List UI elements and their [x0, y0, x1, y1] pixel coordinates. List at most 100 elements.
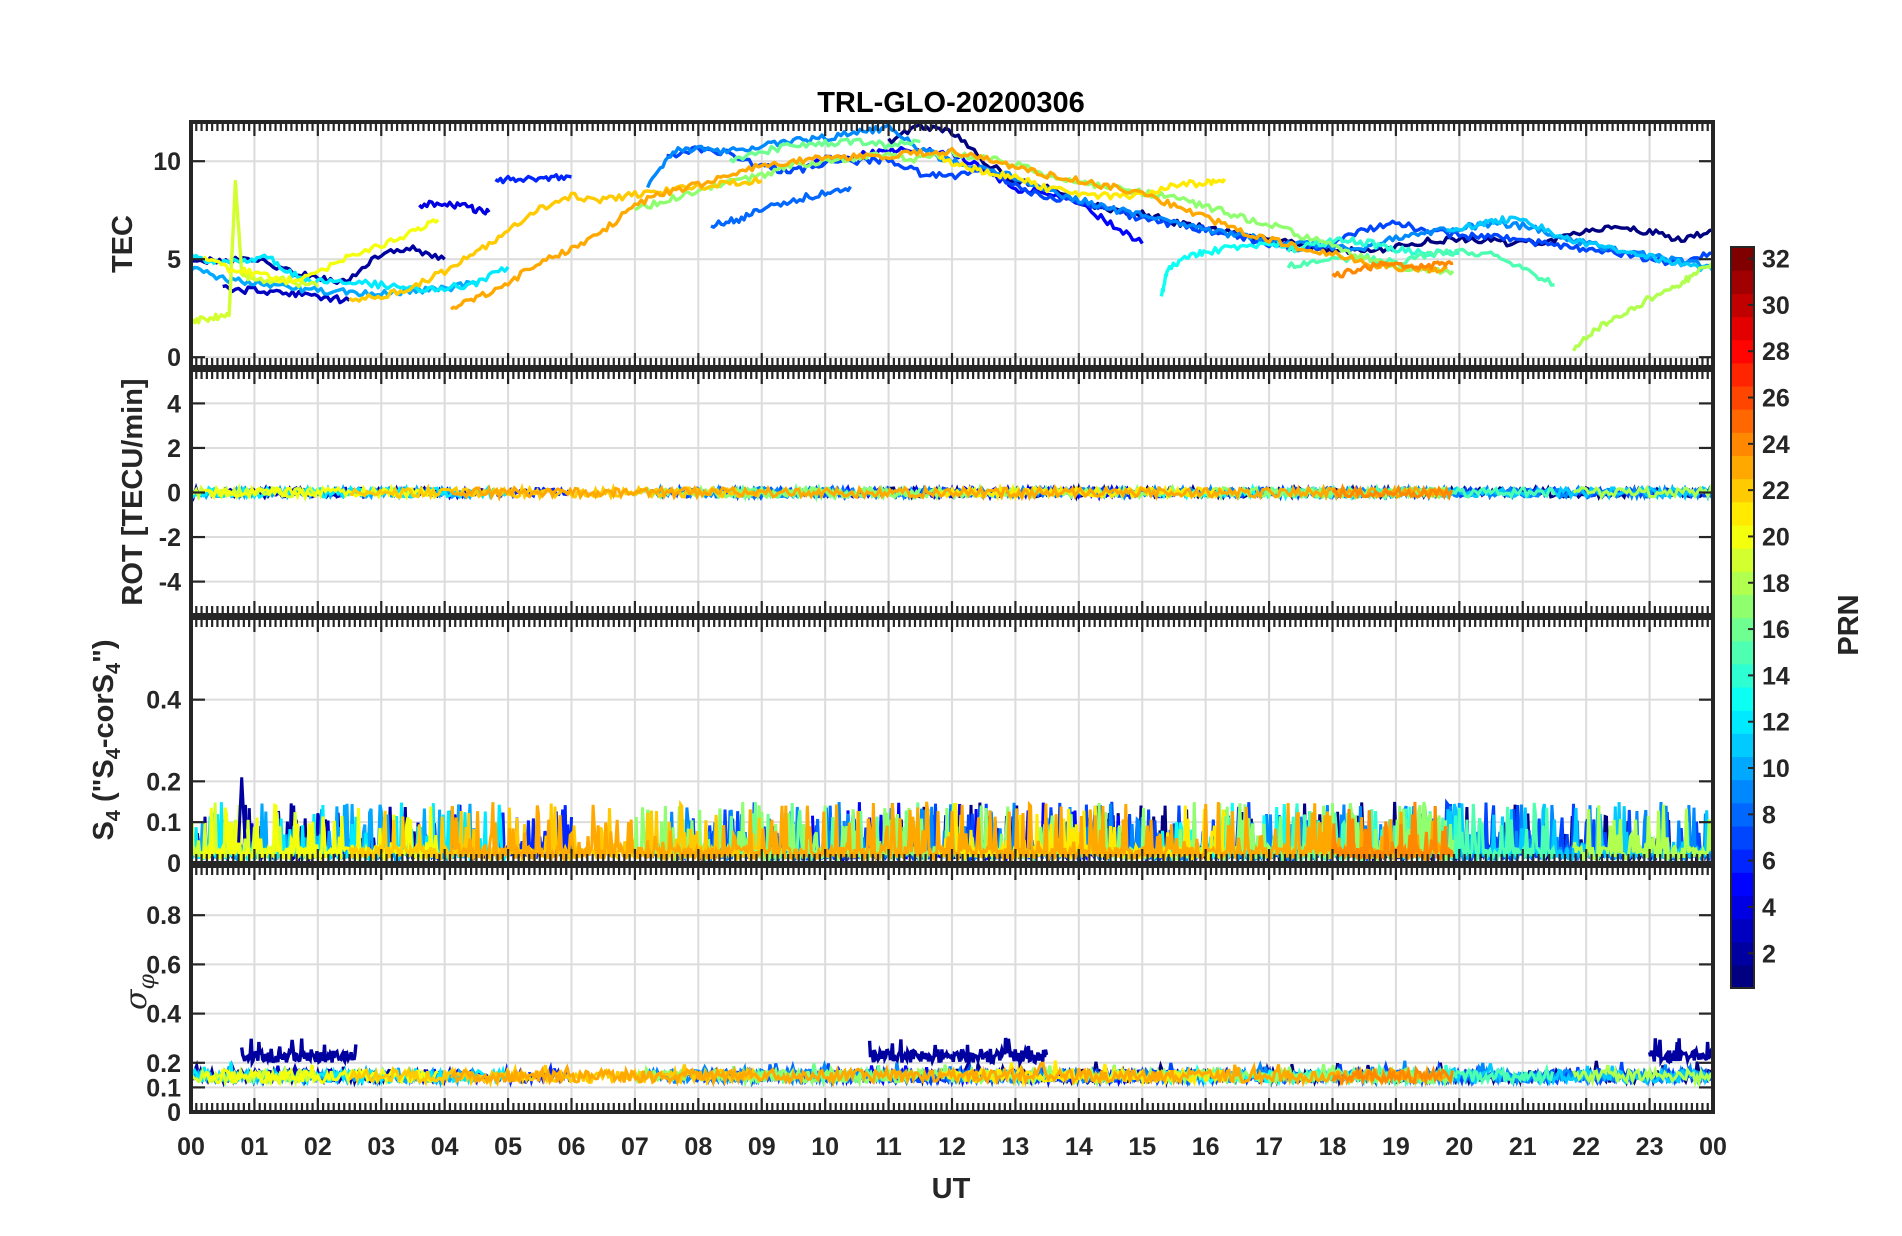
- y-axis-label-rot: ROT [TECU/min]: [117, 378, 149, 605]
- x-tick-label: 04: [431, 1133, 459, 1161]
- x-tick-label: 14: [1065, 1133, 1093, 1161]
- y-tick-label: 4: [167, 390, 181, 418]
- colorbar-swatch: [1731, 501, 1754, 526]
- colorbar-label: PRN: [1833, 594, 1865, 655]
- colorbar-swatch: [1731, 756, 1754, 781]
- colorbar-swatch: [1731, 362, 1754, 387]
- colorbar-swatch: [1731, 918, 1754, 943]
- x-tick-label: 01: [241, 1133, 269, 1161]
- colorbar-swatch: [1731, 293, 1754, 318]
- colorbar-swatch: [1731, 964, 1754, 989]
- y-axis-label-s4: S4 ("S4-corS4"): [88, 639, 125, 840]
- colorbar-swatch: [1731, 385, 1754, 410]
- x-tick-label: 16: [1192, 1133, 1220, 1161]
- x-tick-label: 23: [1636, 1133, 1664, 1161]
- colorbar-tick-label: 10: [1762, 755, 1790, 783]
- colorbar-frame: [1730, 246, 1755, 989]
- x-tick-label: 07: [621, 1133, 649, 1161]
- x-tick-label: 06: [558, 1133, 586, 1161]
- tec-series-prn-24: [1331, 260, 1454, 279]
- y-tick-label: 10: [153, 148, 181, 176]
- tec-series-prn-19: [191, 179, 320, 325]
- colorbar-swatch: [1731, 872, 1754, 896]
- colorbar-swatch: [1731, 779, 1754, 804]
- colorbar-swatch: [1731, 733, 1754, 758]
- sigma-phi-series-prn-24: [1331, 1064, 1454, 1088]
- tec-series-prn-23: [449, 146, 1448, 311]
- colorbar-swatch: [1731, 802, 1754, 827]
- tec-series-prn-6: [494, 173, 572, 185]
- sigma-phi-series-prn-19: [191, 1066, 319, 1088]
- y-tick-label: 0: [167, 850, 181, 878]
- rot-series-prn-23: [449, 483, 1446, 502]
- colorbar-tick-label: 26: [1762, 385, 1790, 413]
- tec-series-prn-20: [202, 218, 440, 285]
- sigma-phi-elevated-prn-2: [1647, 1038, 1713, 1068]
- y-tick-label: 0.2: [146, 1050, 181, 1078]
- x-tick-label: 18: [1319, 1133, 1347, 1161]
- y-tick-label: 0.2: [146, 768, 181, 796]
- colorbar-tick-label: 6: [1762, 848, 1776, 876]
- colorbar-swatch: [1731, 524, 1754, 549]
- colorbar-swatch: [1731, 710, 1754, 734]
- colorbar-tick-label: 22: [1762, 477, 1790, 505]
- tec-series-prn-5: [811, 145, 1144, 245]
- colorbar-tick-label: 28: [1762, 338, 1790, 366]
- tec-series-prn-18: [1571, 261, 1713, 352]
- colorbar-swatch: [1731, 339, 1754, 364]
- colorbar-tick-label: 18: [1762, 570, 1790, 598]
- colorbar-swatch: [1731, 455, 1754, 480]
- colorbar-tick-label: 16: [1762, 616, 1790, 644]
- colorbar-tick-label: 32: [1762, 246, 1790, 274]
- x-axis-label: UT: [932, 1173, 971, 1205]
- sigma-phi-elevated-prn-2: [867, 1037, 1049, 1070]
- tec-series-prn-16: [728, 137, 921, 164]
- colorbar-swatch: [1731, 548, 1754, 572]
- colorbar-tick-label: 12: [1762, 709, 1790, 737]
- x-tick-label: 19: [1382, 1133, 1410, 1161]
- x-tick-label: 10: [811, 1133, 839, 1161]
- colorbar-swatch: [1731, 478, 1754, 503]
- x-tick-label: 17: [1255, 1133, 1283, 1161]
- y-tick-label: 0.1: [146, 809, 181, 837]
- colorbar-swatch: [1731, 849, 1754, 873]
- colorbar-swatch: [1731, 316, 1754, 341]
- colorbar-swatch: [1731, 409, 1754, 433]
- tec-series-prn-4: [418, 199, 491, 216]
- colorbar-swatch: [1731, 617, 1754, 642]
- x-tick-label: 03: [367, 1133, 395, 1161]
- x-tick-label: 00: [1699, 1133, 1727, 1161]
- y-tick-label: 2: [167, 435, 181, 463]
- x-tick-label: 00: [177, 1133, 205, 1161]
- x-tick-label: 05: [494, 1133, 522, 1161]
- colorbar-tick-label: 8: [1762, 801, 1776, 829]
- y-tick-label: 0.1: [146, 1074, 181, 1102]
- sigma-phi-series-prn-18: [1572, 1064, 1713, 1089]
- y-tick-label: -4: [159, 569, 181, 597]
- y-tick-label: 0.6: [146, 951, 181, 979]
- y-tick-label: 0.8: [146, 902, 181, 930]
- x-tick-label: 22: [1572, 1133, 1600, 1161]
- x-tick-label: 12: [938, 1133, 966, 1161]
- colorbar-tick-label: 2: [1762, 940, 1776, 968]
- sigma-phi-elevated-prn-2: [240, 1038, 358, 1069]
- x-tick-label: 02: [304, 1133, 332, 1161]
- s4-series-prn-23: [449, 800, 1448, 863]
- tec-series-prn-22: [348, 176, 763, 303]
- colorbar-swatch: [1731, 640, 1754, 665]
- chart-title: TRL-GLO-20200306: [817, 87, 1085, 119]
- tec-series-prn-15: [1286, 247, 1555, 287]
- tec-series-prn-11: [1446, 215, 1713, 273]
- colorbar-swatch: [1731, 825, 1754, 850]
- colorbar-tick-label: 4: [1762, 894, 1776, 922]
- colorbar-swatch: [1731, 895, 1754, 920]
- tec-series-prn-13: [1159, 239, 1296, 297]
- y-tick-label: 0: [167, 344, 181, 372]
- x-tick-label: 11: [875, 1133, 902, 1161]
- s4-series-prn-24: [1331, 801, 1455, 863]
- y-axis-label-tec: TEC: [107, 215, 139, 273]
- y-tick-label: 0.4: [146, 687, 181, 715]
- colorbar-swatch: [1731, 270, 1754, 294]
- colorbar-swatch: [1731, 941, 1754, 966]
